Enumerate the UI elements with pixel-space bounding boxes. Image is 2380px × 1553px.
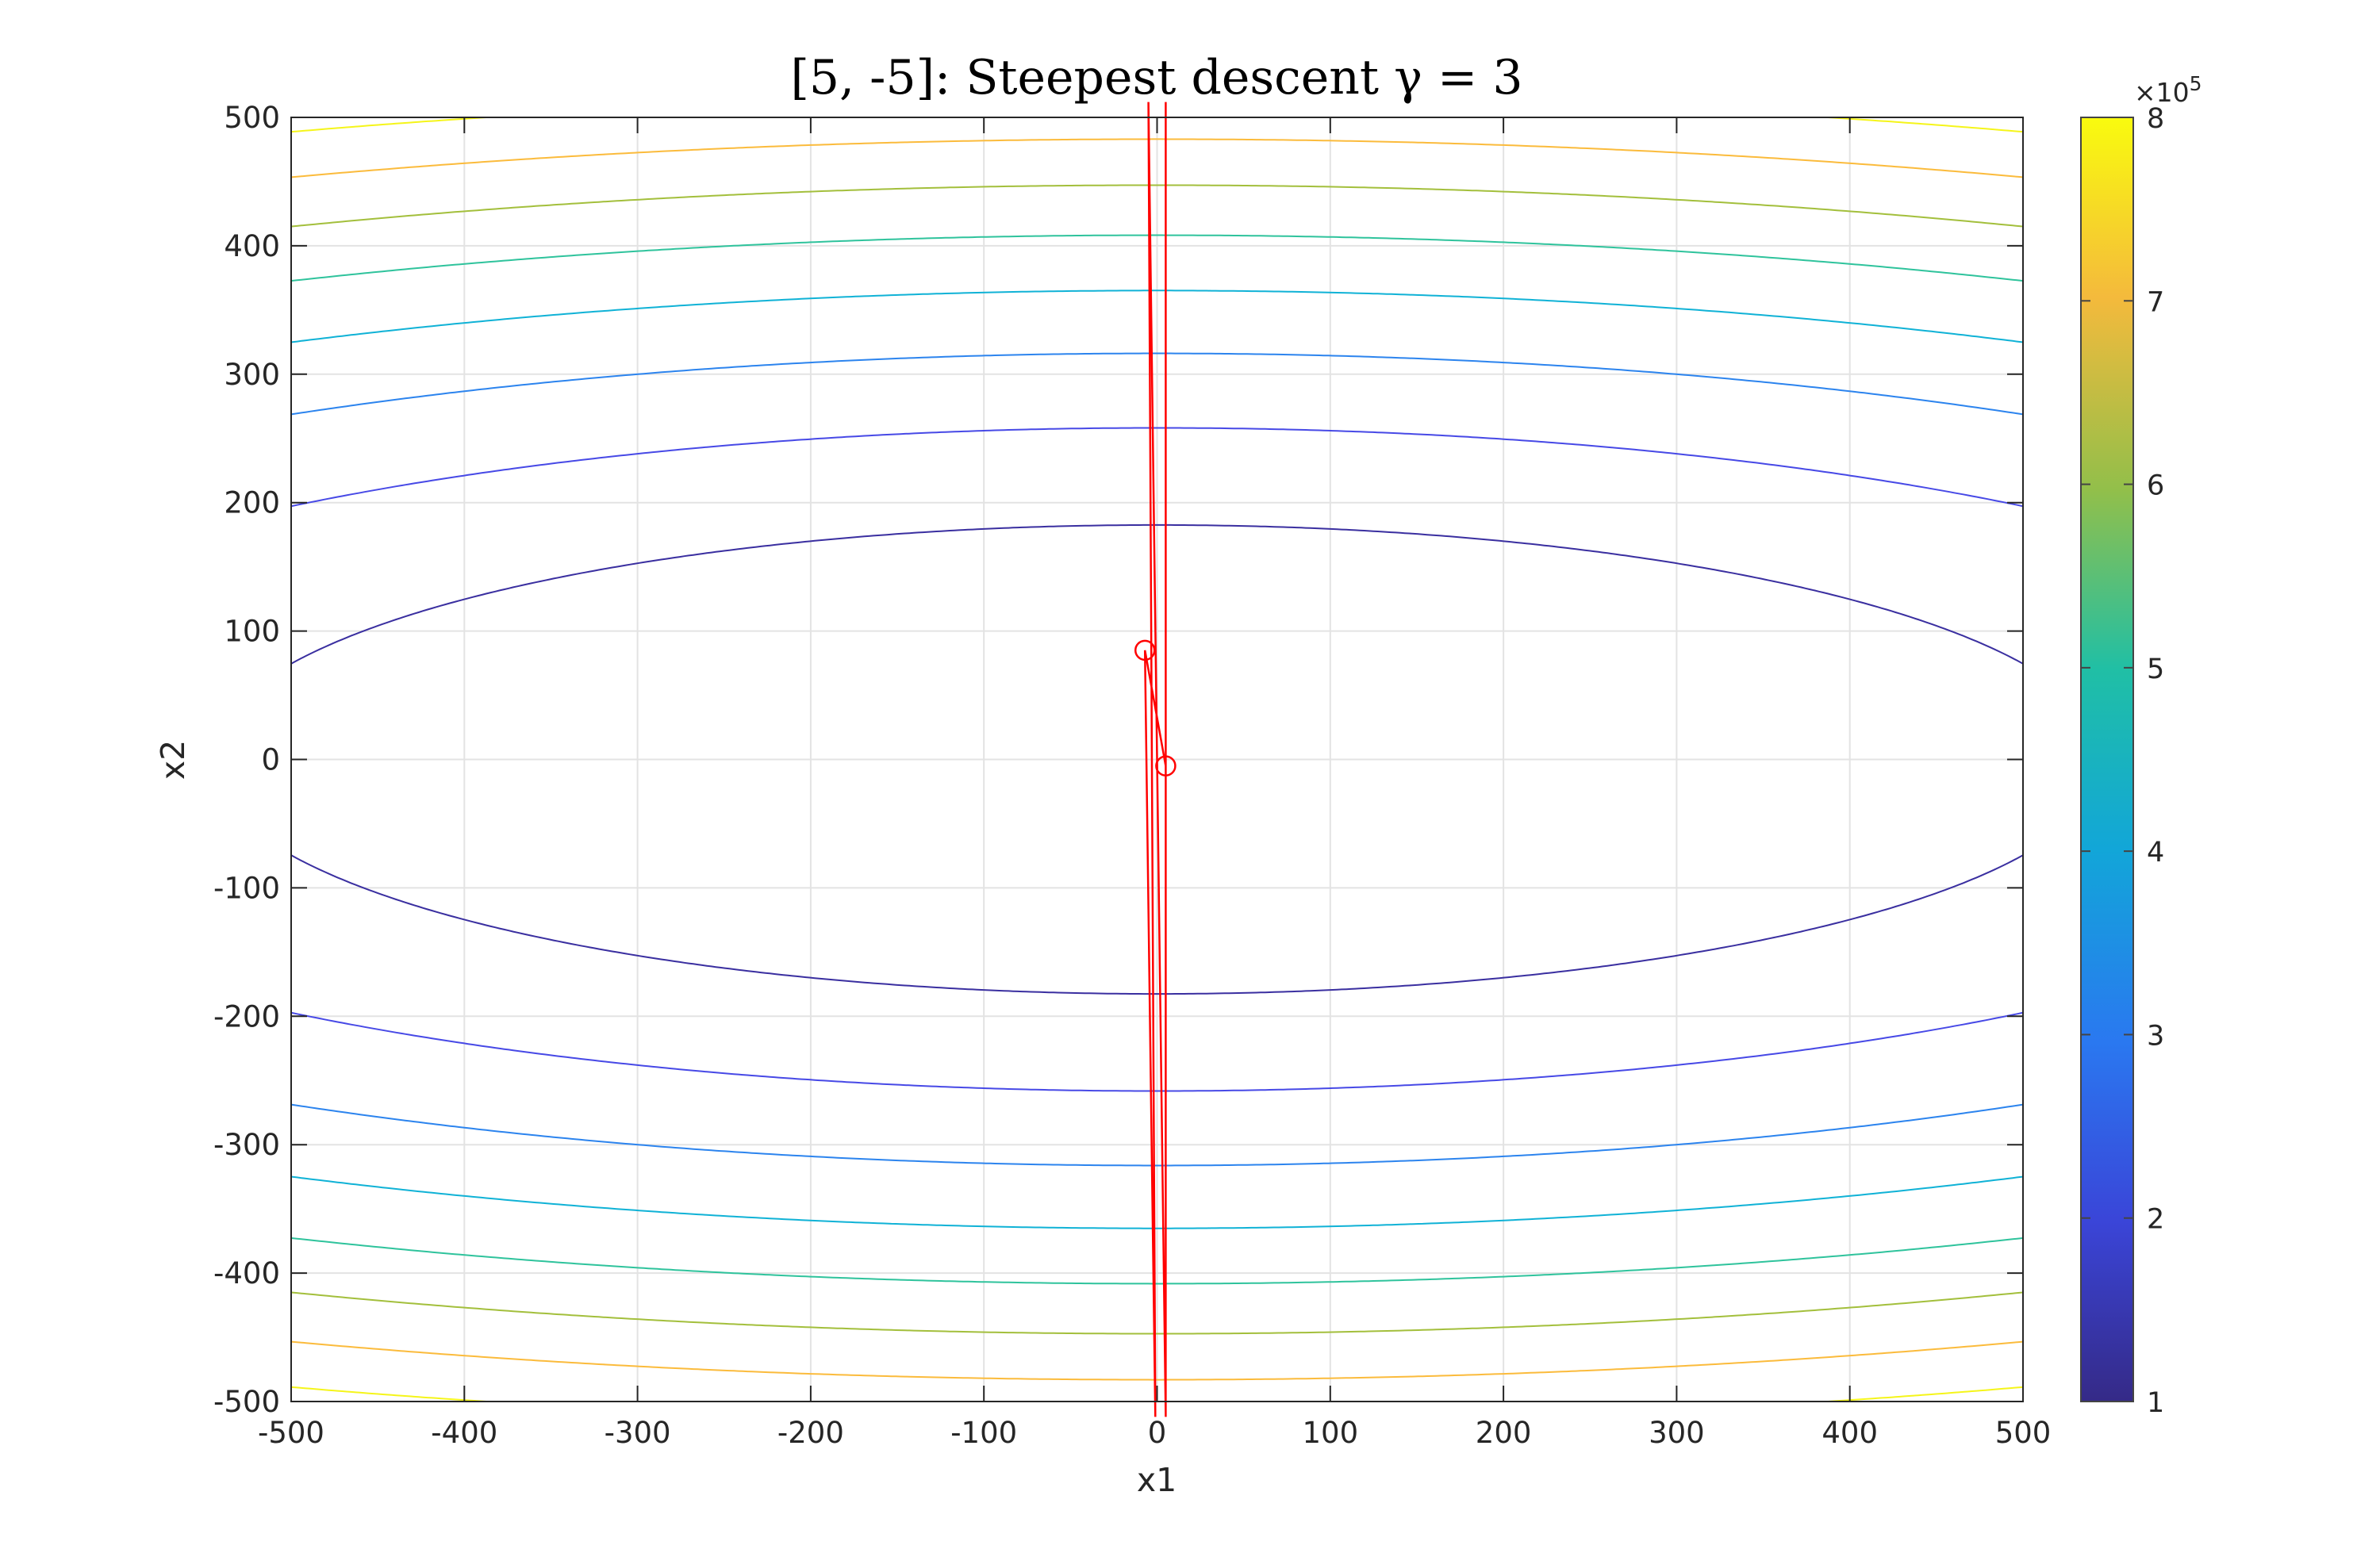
y-tick-label: 0 [261, 743, 280, 777]
trajectory-point [1134, 639, 1156, 661]
trajectory-path [1143, 102, 1167, 1417]
contour-line-700000 [291, 138, 2023, 178]
x-axis-label: x1 [1137, 1461, 1177, 1499]
x-tick-label: 0 [1148, 1416, 1167, 1450]
x-tick-label: -500 [258, 1416, 324, 1450]
y-tick-label: -500 [213, 1385, 280, 1419]
x-tick-label: 200 [1476, 1416, 1532, 1450]
contour-line-200000 [291, 1011, 2023, 1092]
contour-line-300000 [291, 1103, 2023, 1167]
trajectory-point [1155, 755, 1177, 776]
y-tick-label: -200 [213, 999, 280, 1033]
x-tick-label: 300 [1649, 1416, 1705, 1450]
y-tick-label: -300 [213, 1128, 280, 1162]
trajectory [1134, 102, 1177, 1417]
y-tick-label: 300 [224, 358, 280, 392]
x-tick-label: 100 [1302, 1416, 1358, 1450]
colorbar-tick-label: 7 [2147, 286, 2164, 318]
colorbar-ticks: 1 2 3 4 5 6 7 8 [2081, 103, 2164, 1419]
colorbar-tick-label: 4 [2147, 837, 2164, 869]
colorbar-tick-label: 1 [2147, 1387, 2164, 1419]
y-tick-label: -100 [213, 871, 280, 905]
colorbar-tick-label: 3 [2147, 1020, 2164, 1052]
colorbar-tick-label: 8 [2147, 103, 2164, 135]
x-tick-label: -300 [605, 1416, 671, 1450]
chart-title: [5, -5]: Steepest descent γ = 3 [790, 50, 1522, 105]
axis-ticks: -500 -400 -300 -200 -100 0 100 200 300 400 500 -500… [213, 101, 2051, 1450]
colorbar-tick-label: 2 [2147, 1204, 2164, 1236]
colorbar [2080, 117, 2134, 1402]
y-tick-label: 400 [224, 229, 280, 263]
contour-line-100000 [291, 523, 2023, 665]
contour-line-400000 [291, 1175, 2023, 1229]
y-tick-label: 200 [224, 486, 280, 520]
y-tick-label: 100 [224, 615, 280, 649]
y-axis-label: x2 [154, 740, 192, 780]
contour-line-700000 [291, 1340, 2023, 1381]
contour-line-600000 [291, 184, 2023, 228]
x-tick-label: -400 [431, 1416, 497, 1450]
colorbar-exponent: ×105 [2134, 72, 2202, 108]
contours [291, 117, 2023, 1402]
x-tick-label: 500 [1995, 1416, 2052, 1450]
y-tick-label: 500 [224, 101, 280, 135]
contour-line-100000 [291, 854, 2023, 995]
contour-line-300000 [291, 352, 2023, 416]
x-tick-label: 400 [1821, 1416, 1878, 1450]
contour-line-400000 [291, 290, 2023, 343]
x-tick-label: -200 [777, 1416, 844, 1450]
colorbar-tick-label: 5 [2147, 654, 2164, 685]
contour-line-500000 [291, 234, 2023, 282]
contour-line-500000 [291, 1237, 2023, 1285]
y-tick-label: -400 [213, 1256, 280, 1290]
contour-line-200000 [291, 427, 2023, 508]
colorbar-tick-label: 6 [2147, 470, 2164, 502]
contour-line-600000 [291, 1291, 2023, 1335]
x-tick-label: -100 [950, 1416, 1017, 1450]
